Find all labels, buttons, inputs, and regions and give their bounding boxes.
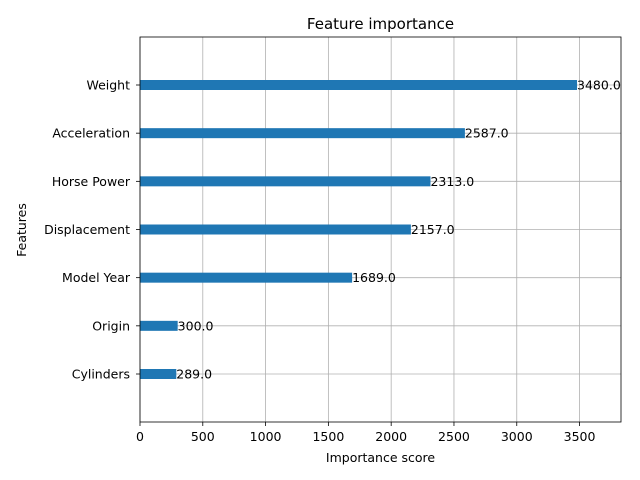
y-tick-label: Model Year	[62, 270, 131, 285]
bar-value-label: 2157.0	[411, 222, 455, 237]
y-tick-label: Displacement	[44, 222, 130, 237]
bar-value-label: 300.0	[178, 318, 214, 333]
bar-value-label: 1689.0	[352, 270, 396, 285]
axes-layer: 0 500 1000 1500 2000 2500 3000 3500 Weight Accele…	[44, 36, 622, 444]
bar	[140, 80, 578, 90]
axes-frame	[139, 36, 622, 423]
y-tick-label: Origin	[92, 318, 130, 333]
chart-title: Feature importance	[307, 15, 454, 33]
x-tick-label: 1500	[312, 429, 344, 444]
bar	[140, 176, 431, 187]
y-tick-label: Horse Power	[52, 174, 131, 189]
bar	[140, 224, 411, 235]
bar	[140, 128, 465, 139]
y-tick-label: Cylinders	[72, 367, 130, 382]
x-axis-label: Importance score	[326, 450, 436, 465]
y-tick-label: Weight	[86, 78, 130, 93]
x-tick-label: 3000	[501, 429, 533, 444]
bar	[140, 320, 178, 331]
y-tick-label: Acceleration	[52, 126, 130, 141]
bar-value-label: 2313.0	[430, 174, 474, 189]
x-tick-label: 500	[191, 429, 215, 444]
bar-value-label: 3480.0	[577, 78, 621, 93]
y-axis-label: Features	[14, 203, 29, 257]
bar-layer: 3480.0 2587.0 2313.0 2157.0 1689.0 300.0 289.0	[140, 78, 621, 382]
bar	[140, 272, 353, 283]
x-tick-label: 3500	[564, 429, 596, 444]
bar-value-label: 2587.0	[465, 126, 509, 141]
x-tick-label: 0	[136, 429, 144, 444]
bar	[140, 369, 177, 379]
x-tick-label: 2500	[438, 429, 470, 444]
x-tick-label: 1000	[250, 429, 282, 444]
x-tick-label: 2000	[375, 429, 407, 444]
bar-value-label: 289.0	[176, 367, 212, 382]
